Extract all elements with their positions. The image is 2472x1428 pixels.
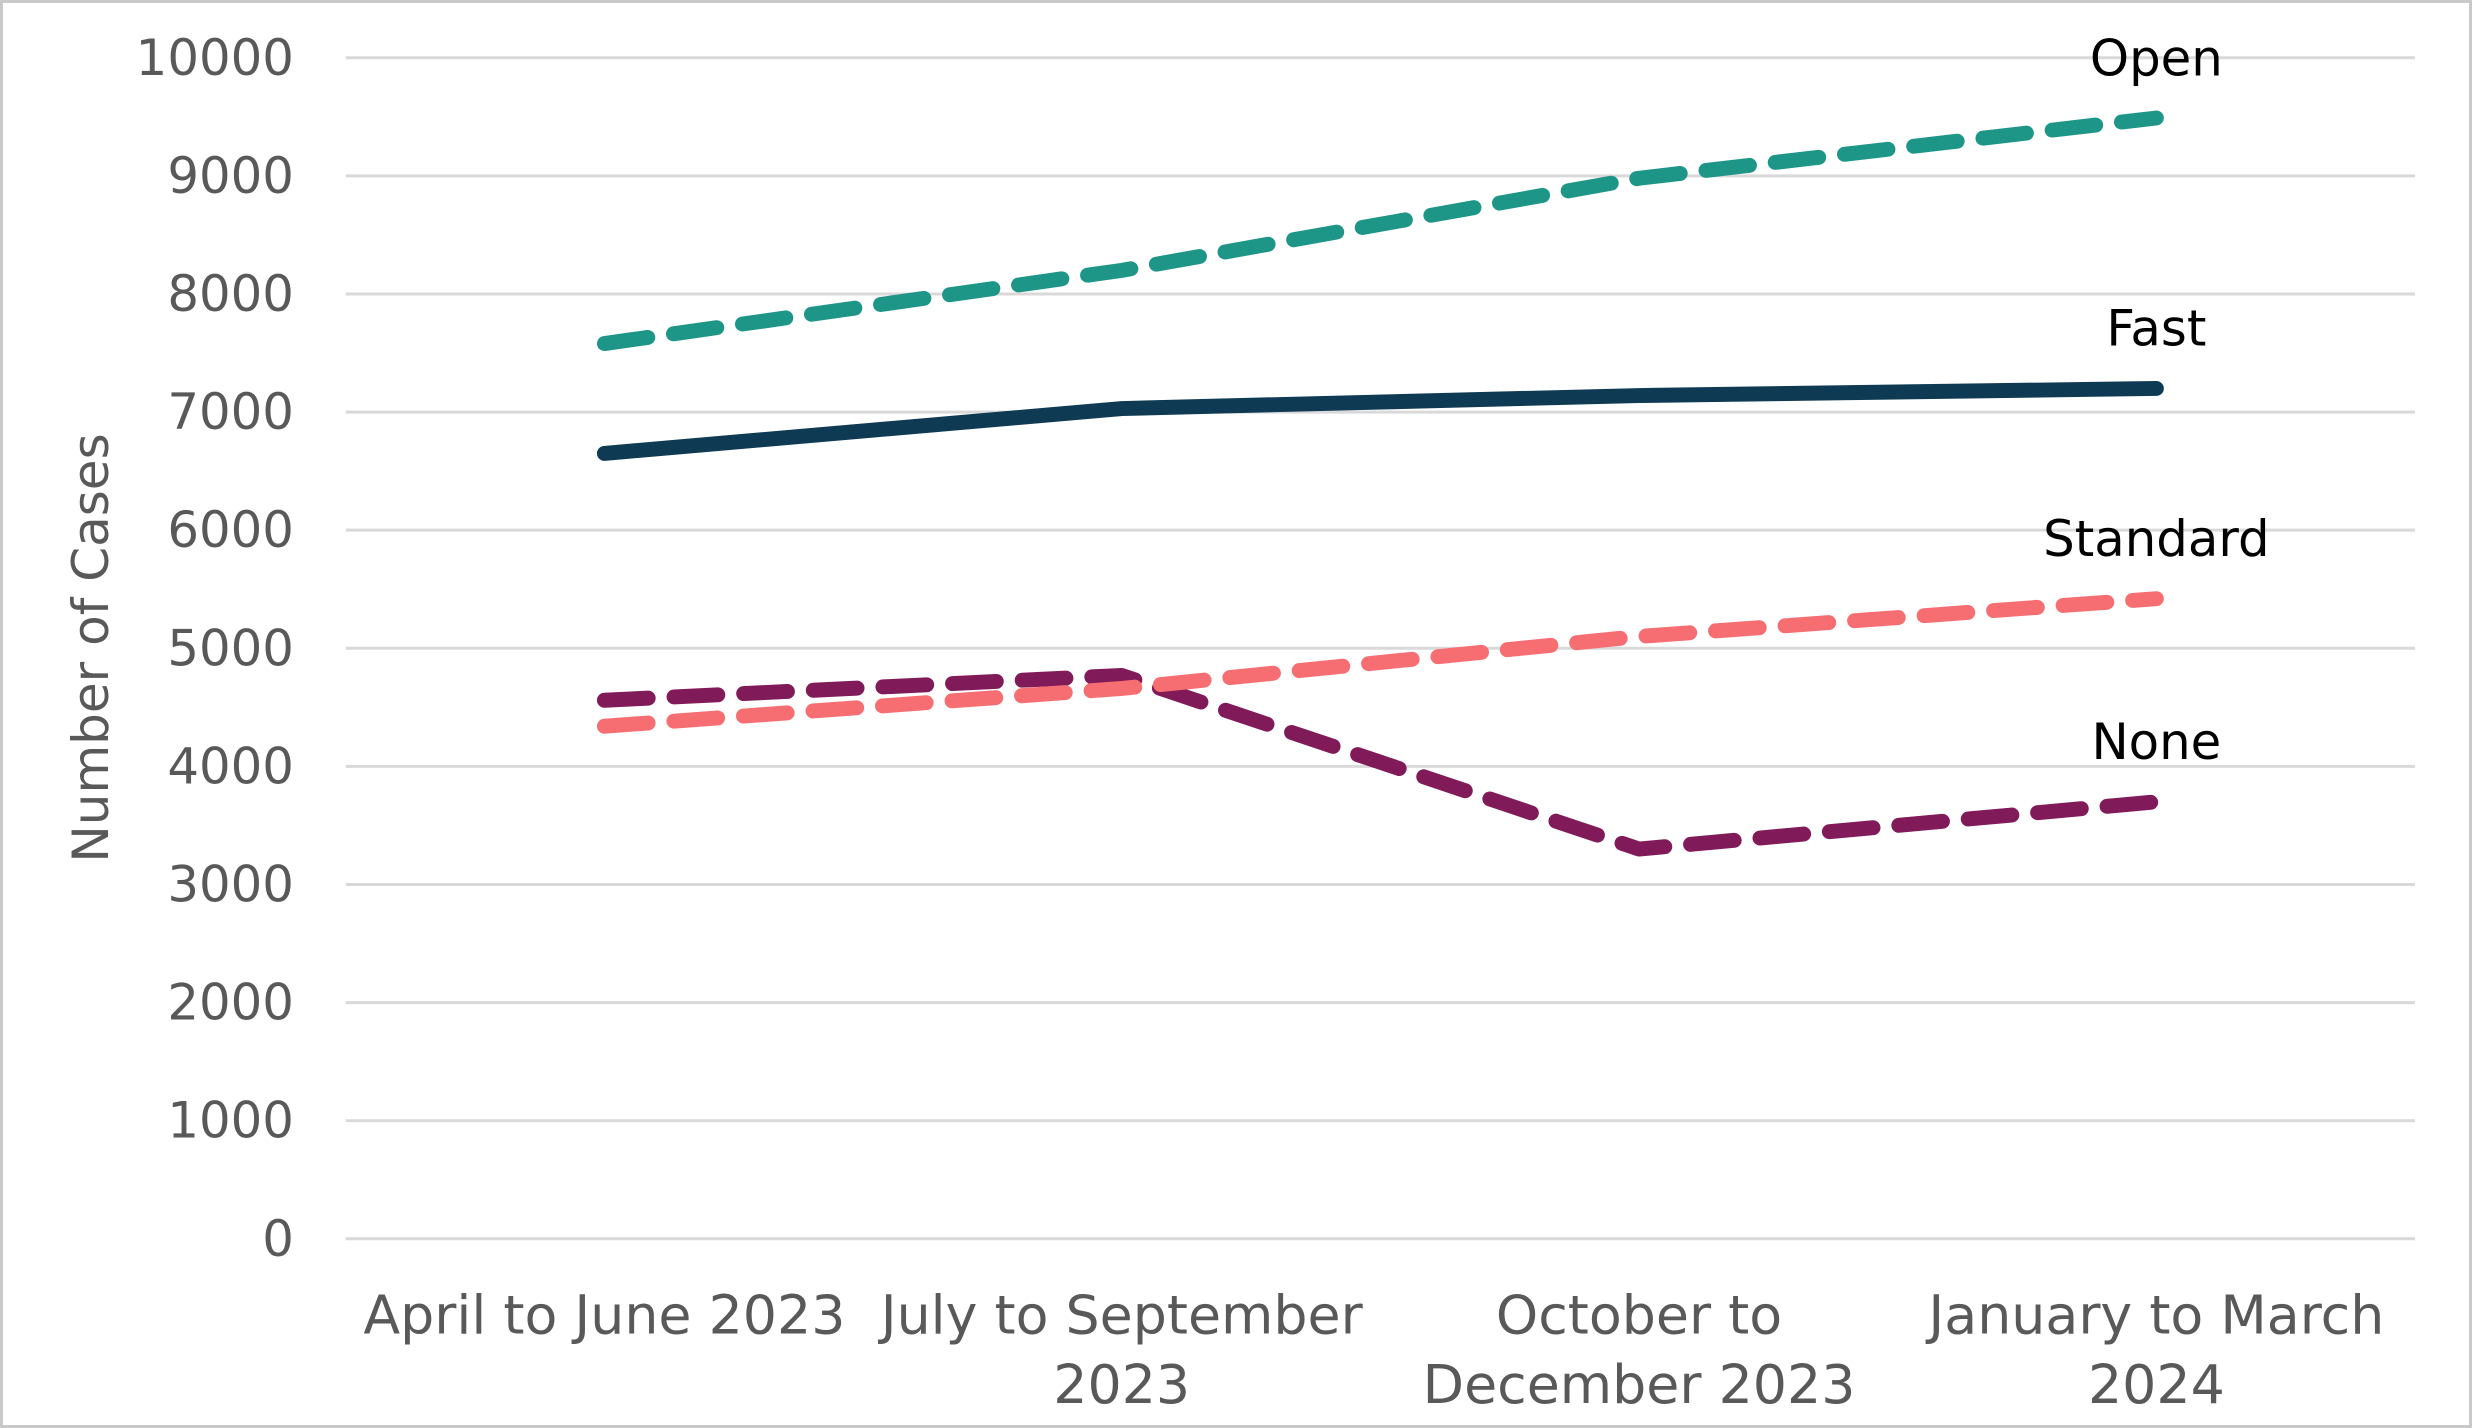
y-tick-label: 6000	[167, 501, 294, 559]
y-tick-label: 10000	[136, 29, 294, 87]
series-line-none	[596, 667, 2164, 857]
y-tick-label: 1000	[167, 1092, 294, 1150]
x-category-label: December 2023	[1423, 1353, 1856, 1416]
y-tick-label: 5000	[167, 619, 294, 677]
x-category-label: 2023	[1053, 1353, 1190, 1416]
y-tick-label: 2000	[167, 974, 294, 1032]
series-line-standard	[596, 591, 2164, 734]
x-category-label: October to	[1496, 1283, 1782, 1346]
line-chart: 0 1000 2000 3000 4000 5000 6000 7000 8000 9000 100…	[136, 29, 2416, 1416]
series-label-standard: Standard	[2043, 510, 2269, 568]
x-category-label: July to September	[878, 1283, 1364, 1346]
series-label-fast: Fast	[2106, 300, 2206, 358]
series-label-none: None	[2091, 713, 2221, 771]
x-category-label: April to June 2023	[363, 1283, 845, 1346]
x-category-label: January to March	[1925, 1283, 2384, 1346]
y-tick-label: 4000	[167, 737, 294, 795]
y-tick-label: 0	[262, 1210, 294, 1268]
y-tick-label: 7000	[167, 383, 294, 441]
y-tick-label: 8000	[167, 265, 294, 323]
series-label-open: Open	[2090, 29, 2223, 87]
y-tick-label: 9000	[167, 147, 294, 205]
series-line-fast	[596, 380, 2164, 461]
x-category-label: 2024	[2088, 1353, 2225, 1416]
y-tick-label: 3000	[167, 855, 294, 913]
series-line-open	[596, 110, 2164, 352]
